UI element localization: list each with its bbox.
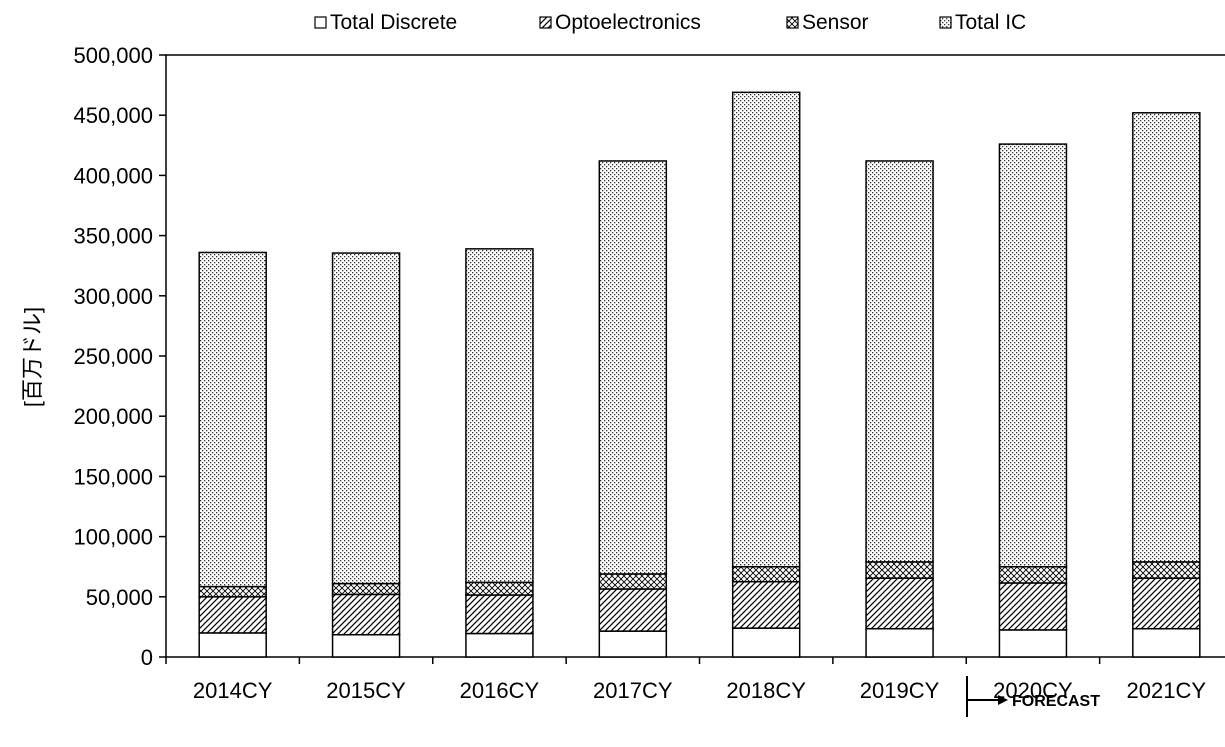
x-tick-label-2021cy: 2021CY: [1127, 678, 1207, 703]
bar-total-discrete-2020cy: [998, 629, 1068, 658]
bar-total-discrete-2019cy: [865, 627, 934, 658]
x-tick-label-2020cy: 2020CY: [993, 678, 1073, 703]
y-tick-label: 150,000: [73, 464, 153, 489]
bar-total-discrete-2015cy: [331, 633, 401, 658]
x-tick-label-2015cy: 2015CY: [326, 678, 406, 703]
y-tick-label: 250,000: [73, 344, 153, 369]
y-tick-label: 500,000: [73, 43, 153, 68]
bar-total-ic-2020cy: [998, 143, 1068, 568]
legend-swatch-total-discrete: [314, 16, 327, 29]
x-tick-label-2016cy: 2016CY: [460, 678, 540, 703]
legend-swatch-optoelectronics: [539, 16, 552, 29]
bar-optoelectronics-2021cy: [1132, 577, 1201, 630]
bar-optoelectronics-2016cy: [465, 594, 534, 635]
legend-label-optoelectronics: Optoelectronics: [555, 11, 701, 34]
x-tick-label-2014cy: 2014CY: [193, 678, 273, 703]
y-tick-label: 300,000: [73, 284, 153, 309]
y-tick-label: 200,000: [73, 404, 153, 429]
bar-total-discrete-2014cy: [198, 632, 267, 658]
bar-optoelectronics-2015cy: [331, 593, 401, 636]
bar-sensor-2020cy: [998, 565, 1068, 584]
x-tick-label-2019cy: 2019CY: [860, 678, 940, 703]
bar-sensor-2015cy: [331, 582, 401, 596]
bar-optoelectronics-2017cy: [598, 588, 668, 632]
bar-total-ic-2015cy: [331, 252, 401, 585]
bar-sensor-2016cy: [465, 581, 534, 596]
bar-sensor-2019cy: [865, 561, 934, 579]
legend-label-sensor: Sensor: [802, 11, 869, 34]
y-tick-label: 350,000: [73, 224, 153, 249]
y-tick-label: 100,000: [73, 525, 153, 550]
x-tick-label-2017cy: 2017CY: [593, 678, 673, 703]
legend-label-total-discrete: Total Discrete: [330, 11, 457, 34]
y-tick-label: 400,000: [73, 163, 153, 188]
bar-sensor-2021cy: [1132, 561, 1201, 579]
bar-sensor-2017cy: [598, 573, 668, 590]
y-axis-label: [百万ドル]: [20, 307, 45, 407]
y-tick-label: 0: [141, 645, 153, 670]
bars: [198, 91, 1201, 658]
y-axis: 0 50,000 100,000 150,000 200,000 250,000 300,0…: [73, 43, 166, 670]
legend-label-total-ic: Total IC: [955, 11, 1026, 34]
bar-total-ic-2019cy: [865, 160, 934, 563]
forecast-arrow-head-icon: [998, 695, 1008, 705]
x-tick-label-2018cy: 2018CY: [726, 678, 806, 703]
bar-total-ic-2021cy: [1132, 112, 1201, 563]
bar-total-ic-2016cy: [465, 248, 534, 584]
chart-legend: Total Discrete Optoelectronics Sensor Total…: [314, 11, 1026, 34]
bar-total-ic-2014cy: [198, 251, 267, 588]
legend-swatch-sensor: [786, 16, 799, 29]
bar-total-ic-2017cy: [598, 160, 668, 575]
bar-optoelectronics-2014cy: [198, 596, 267, 634]
bar-optoelectronics-2018cy: [731, 581, 801, 629]
x-axis: 2014CY 2015CY 2016CY 2017CY 2018CY 2019CY 2020…: [165, 657, 1207, 703]
bar-optoelectronics-2019cy: [865, 577, 934, 630]
forecast-marker: FORECAST: [966, 676, 1100, 717]
bar-total-discrete-2016cy: [465, 632, 534, 658]
bar-sensor-2018cy: [731, 565, 801, 583]
bar-sensor-2014cy: [198, 585, 267, 598]
y-tick-label: 450,000: [73, 103, 153, 128]
bar-total-discrete-2021cy: [1132, 627, 1201, 658]
y-tick-label: 50,000: [86, 585, 153, 610]
legend-swatch-total-ic: [939, 16, 952, 29]
bar-total-discrete-2018cy: [731, 627, 801, 658]
bar-optoelectronics-2020cy: [998, 582, 1068, 631]
bar-total-discrete-2017cy: [598, 630, 668, 658]
bar-total-ic-2018cy: [731, 91, 801, 568]
forecast-label: FORECAST: [1012, 693, 1100, 710]
